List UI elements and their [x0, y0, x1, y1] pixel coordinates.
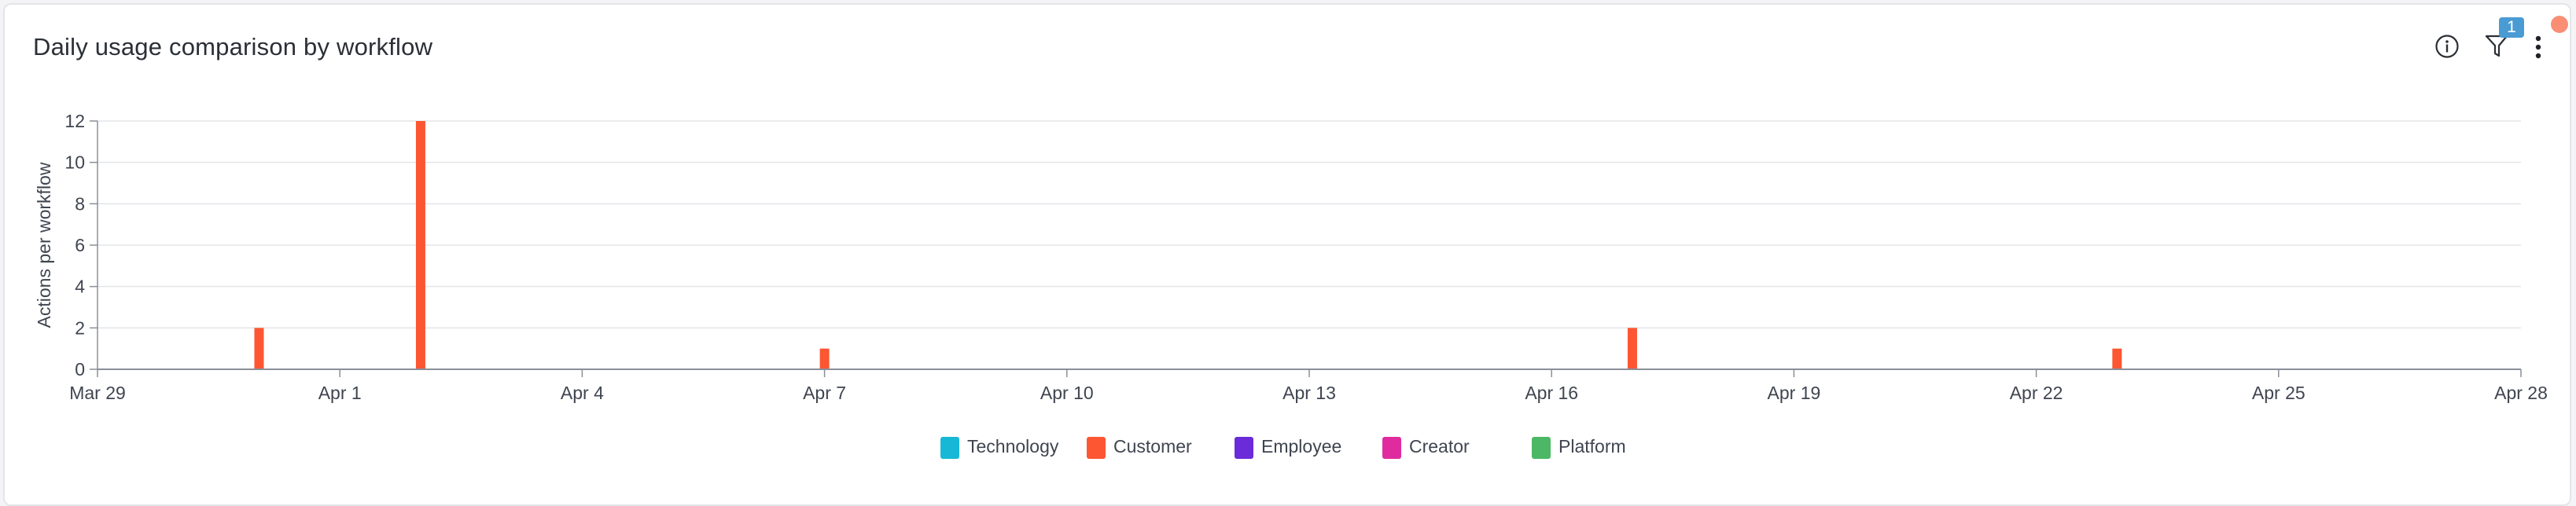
- legend-swatch: [1532, 437, 1551, 459]
- y-tick-label: 12: [64, 111, 85, 131]
- legend-label: Creator: [1409, 436, 1470, 456]
- bar-customer-2024-04-02[interactable]: [415, 121, 425, 369]
- y-tick-label: 8: [75, 193, 85, 214]
- y-tick-label: 2: [75, 317, 85, 338]
- y-axis-label: Actions per workflow: [34, 162, 54, 328]
- x-tick-label: Apr 1: [318, 383, 362, 403]
- x-tick-label: Apr 19: [1768, 383, 1821, 403]
- x-tick-label: Apr 22: [2010, 383, 2063, 403]
- more-menu-button[interactable]: [2530, 33, 2546, 61]
- chart-legend: Technology Customer Employee Creator Platfor…: [5, 432, 2573, 464]
- notification-dot: [2551, 16, 2568, 33]
- legend-swatch: [940, 437, 959, 459]
- x-tick-label: Apr 13: [1282, 383, 1336, 403]
- x-tick-label: Apr 16: [1525, 383, 1578, 403]
- card-actions: 1: [2334, 5, 2570, 91]
- bar-customer-2024-03-31[interactable]: [254, 328, 264, 369]
- legend-label: Employee: [1261, 436, 1342, 456]
- legend-label: Platform: [1558, 436, 1626, 456]
- bar-chart: 0 2 4 6 8 10 12 Actions per workflow Mar 29 Apr 1…: [34, 111, 2548, 403]
- info-circle-icon: [2435, 35, 2459, 58]
- bar-customer-2024-04-17[interactable]: [1627, 328, 1637, 369]
- bar-customer-2024-04-07[interactable]: [819, 348, 830, 369]
- legend-swatch: [1235, 437, 1253, 459]
- chart-card: Daily usage comparison by workflow 1 0 2 4…: [3, 3, 2571, 506]
- y-tick-label: 0: [75, 359, 85, 380]
- legend-label: Technology: [967, 436, 1059, 456]
- x-tick-label: Mar 29: [69, 383, 126, 403]
- x-tick-label: Apr 10: [1040, 383, 1094, 403]
- legend-swatch: [1382, 437, 1401, 459]
- y-tick-label: 6: [75, 235, 85, 255]
- legend-label: Customer: [1113, 436, 1192, 456]
- x-tick-label: Apr 28: [2494, 383, 2548, 403]
- y-tick-label: 10: [64, 152, 85, 173]
- chart-title: Daily usage comparison by workflow: [33, 33, 433, 60]
- filter-count-badge: 1: [2499, 17, 2524, 38]
- x-tick-label: Apr 7: [803, 383, 846, 403]
- vertical-dots-icon: [2535, 35, 2541, 59]
- bar-customer-2024-04-23[interactable]: [2112, 348, 2122, 369]
- x-tick-label: Apr 4: [561, 383, 604, 403]
- legend-swatch: [1087, 437, 1106, 459]
- x-tick-label: Apr 25: [2252, 383, 2306, 403]
- info-button[interactable]: [2434, 34, 2460, 59]
- y-tick-label: 4: [75, 277, 85, 297]
